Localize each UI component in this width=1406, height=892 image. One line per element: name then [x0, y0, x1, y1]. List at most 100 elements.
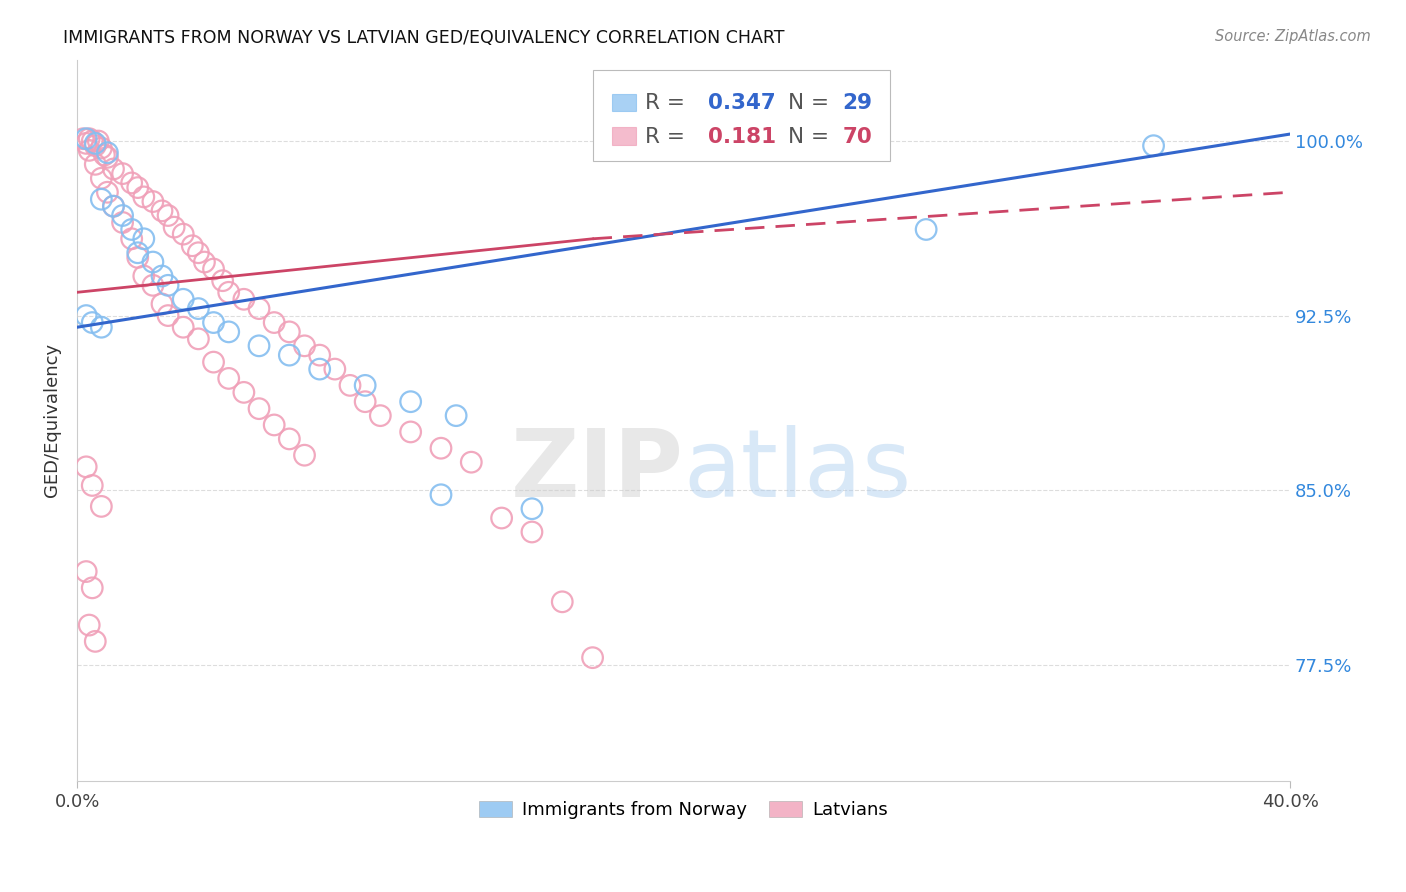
- Point: [218, 371, 240, 385]
- Legend: Immigrants from Norway, Latvians: Immigrants from Norway, Latvians: [472, 793, 896, 826]
- Point: [90, 500, 112, 514]
- Point: [308, 348, 330, 362]
- Point: [132, 190, 155, 204]
- Text: 29: 29: [842, 93, 873, 113]
- Point: [354, 394, 377, 409]
- Point: [354, 378, 377, 392]
- Point: [75, 309, 97, 323]
- Point: [121, 232, 143, 246]
- Point: [581, 650, 603, 665]
- Point: [90, 141, 112, 155]
- Point: [84, 157, 107, 171]
- Point: [111, 167, 134, 181]
- Point: [82, 581, 104, 595]
- Text: ZIP: ZIP: [510, 425, 683, 516]
- Point: [132, 268, 155, 283]
- Point: [121, 222, 143, 236]
- Text: 0.347: 0.347: [707, 93, 776, 113]
- Point: [172, 320, 194, 334]
- Point: [82, 134, 104, 148]
- Point: [202, 316, 225, 330]
- Point: [96, 145, 118, 160]
- Point: [181, 239, 204, 253]
- Point: [96, 150, 118, 164]
- Point: [77, 144, 100, 158]
- Point: [263, 417, 285, 432]
- Point: [218, 285, 240, 300]
- Point: [75, 132, 97, 146]
- Point: [75, 136, 97, 151]
- Point: [90, 320, 112, 334]
- Point: [218, 325, 240, 339]
- Point: [278, 348, 301, 362]
- Point: [72, 132, 94, 146]
- Text: 0.181: 0.181: [707, 127, 776, 147]
- Point: [87, 134, 110, 148]
- Point: [96, 186, 118, 200]
- Point: [247, 301, 270, 316]
- Point: [103, 199, 125, 213]
- Point: [339, 378, 361, 392]
- Point: [157, 209, 180, 223]
- Point: [187, 332, 209, 346]
- Point: [90, 171, 112, 186]
- Text: N =: N =: [787, 127, 835, 147]
- Point: [193, 255, 215, 269]
- Point: [172, 293, 194, 307]
- Point: [103, 161, 125, 176]
- FancyBboxPatch shape: [612, 128, 637, 145]
- Point: [142, 255, 165, 269]
- Text: R =: R =: [645, 127, 692, 147]
- Point: [187, 301, 209, 316]
- Point: [308, 362, 330, 376]
- Point: [142, 278, 165, 293]
- Point: [399, 394, 422, 409]
- Point: [278, 432, 301, 446]
- Point: [370, 409, 392, 423]
- Point: [491, 511, 513, 525]
- Point: [232, 385, 254, 400]
- Point: [444, 409, 467, 423]
- Point: [247, 339, 270, 353]
- Point: [520, 501, 543, 516]
- Point: [121, 176, 143, 190]
- Point: [202, 262, 225, 277]
- Point: [127, 251, 149, 265]
- Point: [157, 278, 180, 293]
- Point: [150, 203, 173, 218]
- Point: [278, 325, 301, 339]
- Point: [84, 136, 107, 151]
- Point: [187, 245, 209, 260]
- Point: [103, 199, 125, 213]
- Y-axis label: GED/Equivalency: GED/Equivalency: [44, 343, 60, 498]
- Point: [551, 595, 574, 609]
- Text: N =: N =: [787, 93, 835, 113]
- Text: R =: R =: [645, 93, 692, 113]
- Point: [202, 355, 225, 369]
- Point: [77, 618, 100, 632]
- Point: [232, 293, 254, 307]
- Text: IMMIGRANTS FROM NORWAY VS LATVIAN GED/EQUIVALENCY CORRELATION CHART: IMMIGRANTS FROM NORWAY VS LATVIAN GED/EQ…: [63, 29, 785, 46]
- Point: [93, 148, 115, 162]
- Point: [247, 401, 270, 416]
- Point: [84, 634, 107, 648]
- FancyBboxPatch shape: [612, 94, 637, 111]
- Point: [75, 565, 97, 579]
- Point: [294, 448, 316, 462]
- Text: Source: ZipAtlas.com: Source: ZipAtlas.com: [1215, 29, 1371, 44]
- Point: [127, 180, 149, 194]
- Point: [399, 425, 422, 439]
- Point: [75, 459, 97, 474]
- Text: atlas: atlas: [683, 425, 912, 516]
- Point: [294, 339, 316, 353]
- FancyBboxPatch shape: [592, 70, 890, 161]
- Point: [77, 132, 100, 146]
- Point: [211, 274, 233, 288]
- Point: [84, 138, 107, 153]
- Point: [172, 227, 194, 241]
- Point: [150, 268, 173, 283]
- Point: [430, 488, 453, 502]
- Point: [323, 362, 346, 376]
- Point: [150, 297, 173, 311]
- Point: [127, 245, 149, 260]
